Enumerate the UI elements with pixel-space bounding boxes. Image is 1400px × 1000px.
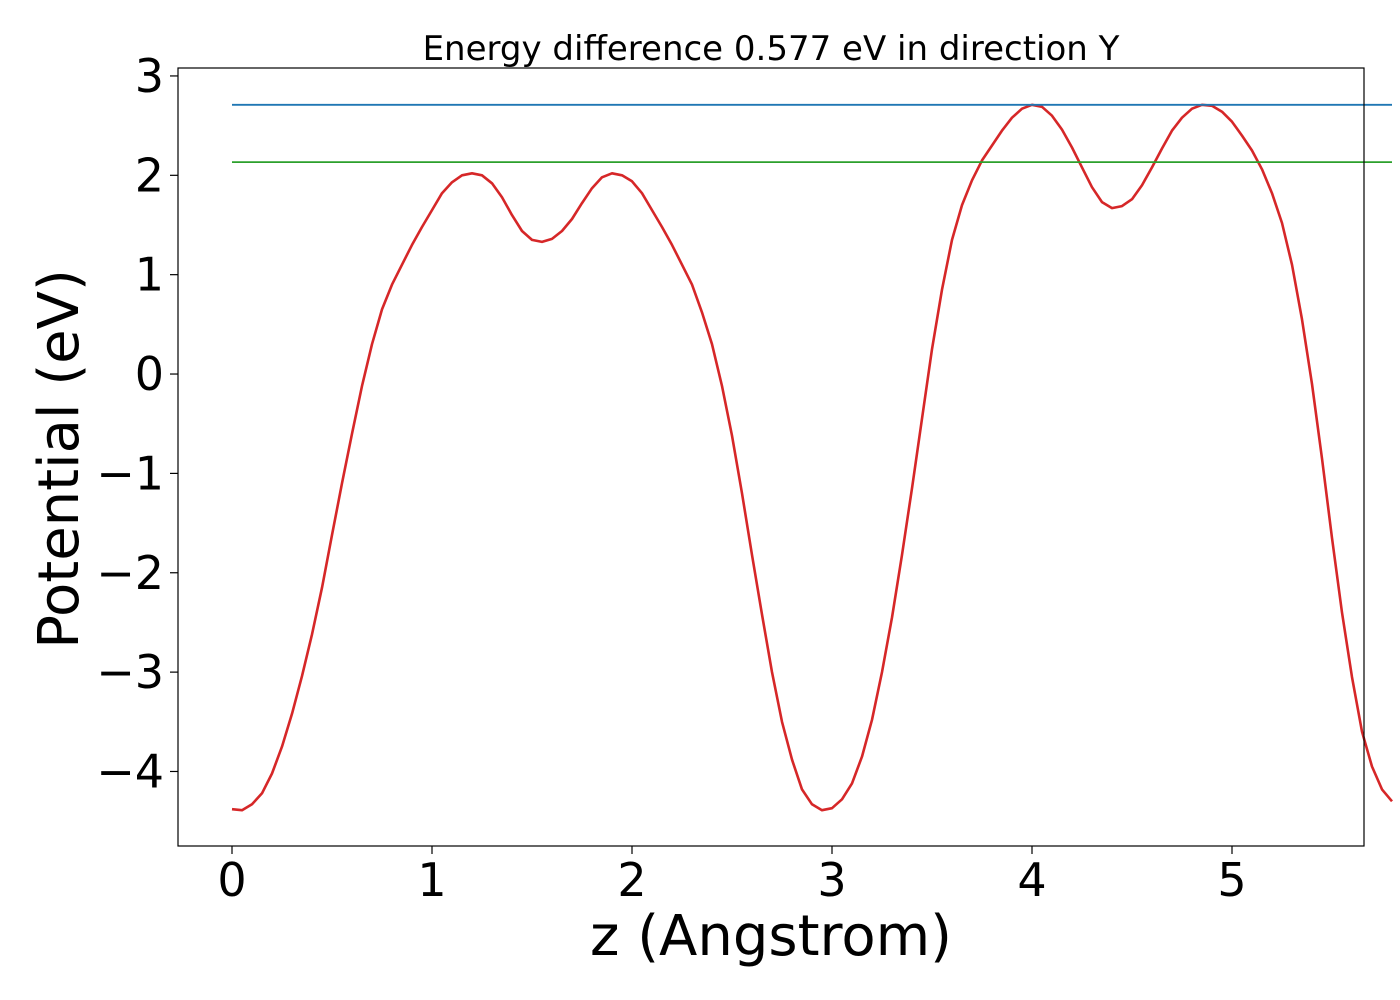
y-tick-label: −3 — [96, 645, 164, 699]
y-tick-label: −4 — [96, 744, 164, 798]
x-tick-label: 2 — [617, 853, 646, 907]
y-tick-label: 3 — [135, 49, 164, 103]
x-tick-label: 4 — [1017, 853, 1046, 907]
y-tick-label: 1 — [135, 248, 164, 302]
x-tick-label: 0 — [217, 853, 246, 907]
x-axis-label: z (Angstrom) — [590, 904, 952, 969]
x-tick-label: 5 — [1217, 853, 1246, 907]
plot-series — [231, 103, 1393, 812]
x-tick-label: 1 — [417, 853, 446, 907]
x-axis-ticks: 0 1 2 3 4 5 — [217, 846, 1247, 907]
y-tick-label: 2 — [135, 148, 164, 202]
y-axis-ticks: −4 −3 −2 −1 0 1 2 3 — [96, 49, 178, 798]
plot-frame — [177, 67, 1365, 847]
series-line-1 — [231, 103, 1393, 812]
y-tick-label: −2 — [96, 546, 164, 600]
chart-title: Energy difference 0.577 eV in direction … — [423, 29, 1120, 69]
y-tick-label: 0 — [135, 347, 164, 401]
y-axis-label: Potential (eV) — [27, 269, 92, 649]
y-tick-label: −1 — [96, 446, 164, 500]
x-tick-label: 3 — [817, 853, 846, 907]
